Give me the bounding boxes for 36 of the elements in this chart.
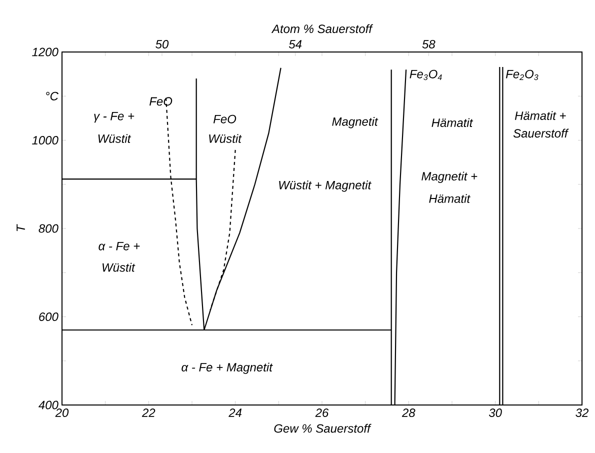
x-tick-label: 28 xyxy=(402,408,416,418)
y-tick-label: 400 xyxy=(38,400,58,410)
annotation: α - Fe + xyxy=(98,242,140,250)
x-tick-label: 26 xyxy=(315,408,329,418)
y-tick-label: °C xyxy=(46,92,59,100)
annotation: Hämatit xyxy=(429,194,470,203)
x-tick-label: 32 xyxy=(576,408,588,418)
annotation: Fe$_{2}$O$_{3}$ xyxy=(506,70,538,80)
x-axis-title: Gew % Sauerstoff xyxy=(274,424,372,433)
annotation: Sauerstoff xyxy=(513,128,569,138)
x2-tick-label: 58 xyxy=(422,40,436,48)
x-tick-label: 24 xyxy=(228,408,242,417)
x2-tick-label: 54 xyxy=(288,40,302,48)
annotation: Wüstit xyxy=(209,134,242,143)
x2-tick-label: 50 xyxy=(156,40,169,48)
y-tick-label: 1000 xyxy=(32,136,58,144)
annotation: Hämatit + xyxy=(514,111,566,120)
annotation: α - Fe + Magnetit xyxy=(182,362,273,374)
y-tick-label: 1200 xyxy=(32,48,58,56)
annotation: Magnetit xyxy=(332,117,378,128)
annotation: FeO xyxy=(213,114,236,124)
annotation: Hämatit xyxy=(432,118,474,128)
x-tick-label: 30 xyxy=(488,408,502,418)
y-tick-label: 600 xyxy=(39,312,58,321)
x-tick-label: 20 xyxy=(55,408,69,418)
x-tick-label: 22 xyxy=(142,408,156,417)
x2-axis-title: Atom % Sauerstoff xyxy=(271,24,374,34)
y-axis-title: T xyxy=(16,224,25,232)
annotation: FeO xyxy=(150,97,172,106)
annotation: Fe$_{3}$O$_{4}$ xyxy=(410,70,442,80)
annotation: Wüstit xyxy=(102,262,136,272)
annotation: Wüstit + Magnetit xyxy=(279,180,372,192)
annotation: Magnetit + xyxy=(422,172,478,183)
y-tick-label: 800 xyxy=(38,224,58,233)
annotation: Wüstit xyxy=(98,134,132,143)
annotation: γ - Fe + xyxy=(94,112,134,123)
